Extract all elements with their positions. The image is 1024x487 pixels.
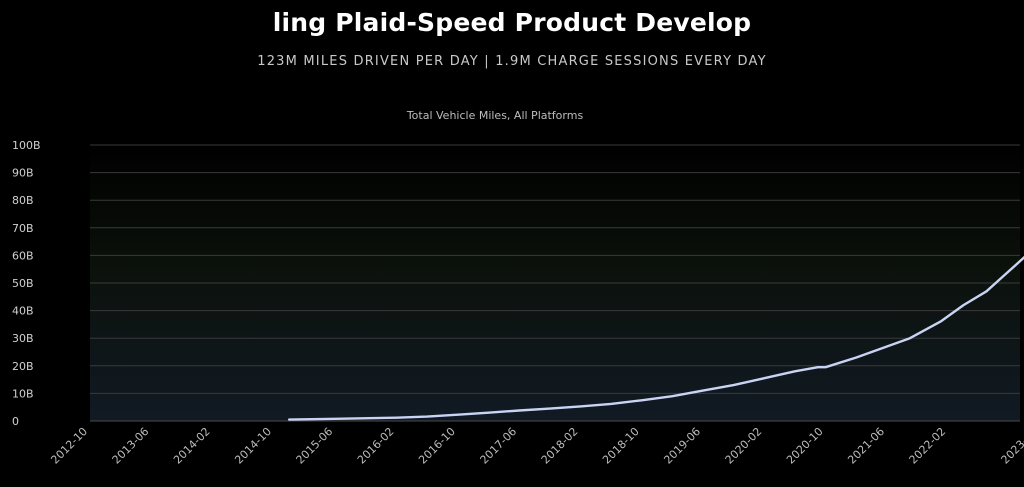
x-tick-label: 2014-10	[232, 425, 274, 467]
data-point	[817, 366, 819, 369]
series-line	[288, 255, 1024, 421]
x-tick-label: 2017-06	[478, 425, 520, 467]
data-point	[732, 384, 735, 386]
x-tick-label: 2013-06	[110, 425, 152, 467]
slide-subtitle: 123M MILES DRIVEN PER DAY | 1.9M CHARGE …	[257, 54, 767, 69]
y-tick-label: 80B	[12, 194, 34, 207]
data-point	[487, 411, 490, 414]
data-point	[426, 415, 428, 418]
slide-title: ling Plaid-Speed Product Develop	[272, 8, 752, 37]
x-tick-label: 2018-10	[600, 425, 642, 467]
y-tick-label: 30B	[12, 332, 34, 345]
y-tick-label: 90B	[12, 167, 34, 180]
y-tick-label: 50B	[12, 277, 34, 290]
data-point	[794, 370, 796, 373]
x-tick-label: 2023-02	[999, 425, 1024, 467]
x-tick-label: 2021-06	[845, 425, 887, 467]
chart-title: Total Vehicle Miles, All Platforms	[406, 109, 584, 122]
data-point	[671, 395, 674, 398]
x-tick-label: 2014-02	[171, 425, 213, 467]
data-point	[610, 403, 612, 405]
data-point	[549, 407, 551, 410]
data-point	[985, 290, 988, 293]
x-tick-label: 2020-10	[784, 425, 826, 467]
x-tick-label: 2019-06	[661, 425, 703, 467]
data-point	[457, 413, 459, 416]
data-point	[640, 399, 643, 402]
x-tick-label: 2020-02	[723, 425, 765, 467]
x-tick-label: 2015-06	[294, 425, 336, 467]
y-tick-label: 70B	[12, 222, 34, 235]
x-tick-label: 2016-10	[416, 425, 458, 467]
data-point	[763, 377, 766, 380]
y-tick-label: 20B	[12, 360, 34, 373]
data-point	[579, 405, 582, 408]
y-tick-label: 40B	[12, 305, 34, 318]
data-point	[855, 356, 858, 359]
data-point	[824, 366, 827, 369]
grid-lines	[90, 144, 1020, 422]
x-tick-label: 2022-02	[907, 425, 949, 467]
y-tick-label: 0	[12, 415, 19, 428]
data-point	[886, 345, 888, 348]
y-tick-label: 60B	[12, 249, 34, 262]
series-layer	[288, 255, 1024, 421]
x-tick-label: 2018-02	[539, 425, 581, 467]
y-tick-label: 10B	[12, 387, 34, 400]
data-point	[702, 389, 704, 392]
data-point	[1001, 276, 1003, 279]
y-tick-label: 100B	[12, 139, 41, 152]
data-point	[939, 320, 942, 323]
data-point	[909, 337, 911, 340]
y-axis: 0 10B 20B 30B 40B 50B 60B 70B 80B 90B 100B	[12, 139, 41, 428]
data-point	[395, 416, 398, 419]
data-point	[334, 418, 337, 420]
x-tick-label: 2016-02	[355, 425, 397, 467]
data-point	[288, 418, 291, 421]
data-point	[962, 304, 965, 306]
x-tick-label: 2012-10	[48, 425, 90, 467]
data-point	[518, 409, 520, 412]
x-axis: 2012-10 2013-06 2014-02 2014-10 2015-06 2016-…	[48, 425, 1024, 467]
